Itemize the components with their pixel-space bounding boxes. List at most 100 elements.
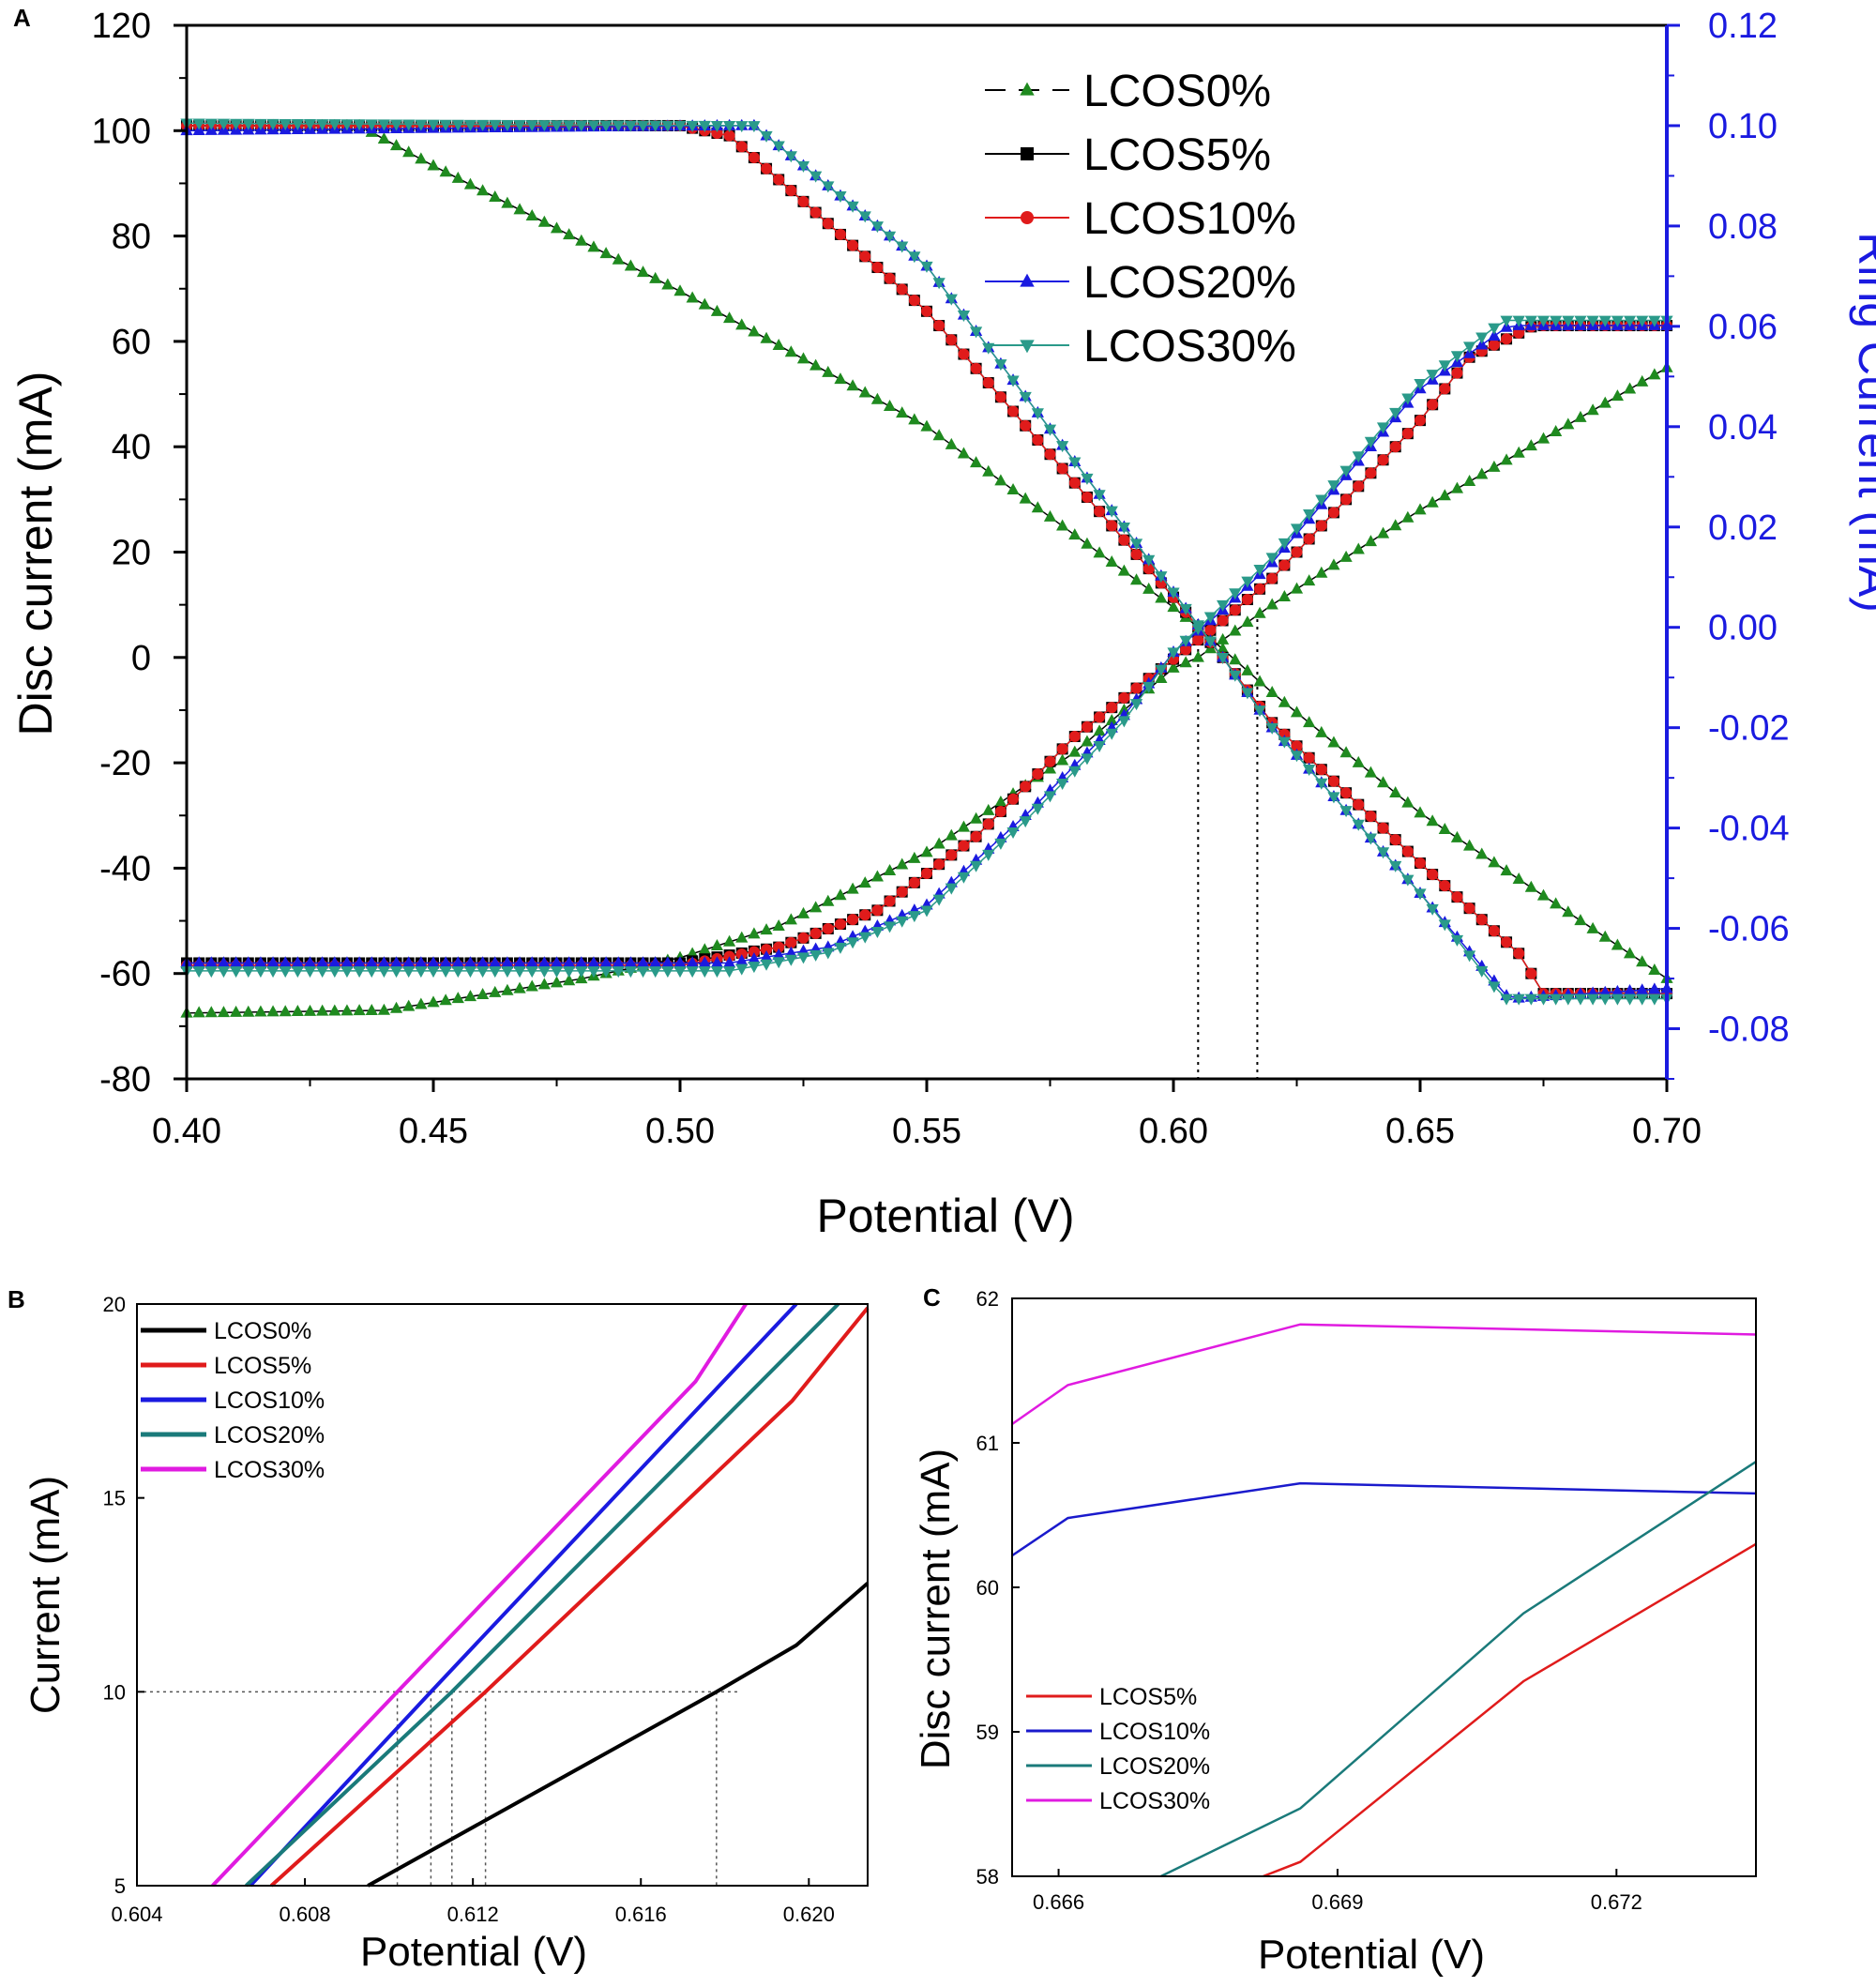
data-point-disc (328, 966, 341, 978)
data-point-disc (673, 956, 687, 968)
data-point-ring (587, 240, 600, 252)
data-point-disc (365, 956, 378, 968)
data-point-disc (735, 954, 749, 966)
data-point-ring (884, 272, 896, 284)
data-point-ring (1044, 448, 1056, 461)
data-point-disc (279, 956, 292, 968)
data-point-disc (1488, 329, 1501, 341)
data-point-disc (612, 966, 625, 978)
data-point-disc (1290, 582, 1304, 594)
data-point-ring (489, 119, 502, 131)
data-point-disc (303, 956, 317, 968)
data-point-disc (1056, 753, 1069, 766)
data-point-ring (636, 120, 650, 132)
data-point-disc (439, 966, 452, 978)
series-line-LCOS20% (1160, 1460, 1757, 1878)
data-point-ring (1019, 492, 1032, 504)
data-point-disc (402, 956, 416, 968)
data-point-ring (1303, 716, 1316, 728)
y2-tick-label: -0.08 (1708, 1010, 1790, 1050)
data-point-disc (291, 966, 304, 978)
data-point-ring (1598, 994, 1611, 1006)
data-point-disc (477, 966, 490, 978)
data-point-ring (340, 119, 354, 131)
y2-tick-label: 0.08 (1708, 207, 1778, 247)
data-point-disc (1524, 439, 1537, 451)
data-point-ring (550, 221, 564, 234)
data-point-disc (846, 937, 859, 949)
data-point-disc (1340, 493, 1353, 506)
data-point-ring (1327, 775, 1339, 787)
data-point-disc (477, 956, 490, 968)
data-point-disc (463, 990, 477, 1002)
data-point-ring (870, 392, 884, 404)
data-point-disc (661, 956, 674, 968)
data-point-ring (1550, 897, 1563, 909)
data-point-disc (698, 943, 711, 955)
data-point-disc (1352, 451, 1365, 463)
data-point-disc (710, 966, 724, 978)
data-point-ring (1648, 994, 1661, 1006)
data-point-disc (1438, 489, 1451, 501)
data-point-disc (1636, 315, 1649, 327)
y2-tick-label: 0.00 (1708, 609, 1778, 648)
data-point-disc (1414, 379, 1427, 391)
data-point-disc (1463, 341, 1476, 354)
data-point-disc (1315, 520, 1327, 532)
data-point-ring (723, 311, 736, 324)
data-point-disc (463, 966, 477, 978)
panel-b-legend: LCOS0% LCOS5% LCOS10% LCOS20% LCOS30% (141, 1318, 325, 1483)
data-point-ring (1007, 405, 1020, 417)
x-tick-label: 0.666 (1033, 1890, 1084, 1914)
data-point-ring (1648, 982, 1661, 994)
data-point-ring (1142, 563, 1155, 575)
data-point-disc (920, 845, 933, 857)
data-point-ring (994, 391, 1006, 403)
data-point-ring (204, 118, 218, 130)
series-line-LCOS5% (269, 1306, 870, 1888)
data-point-ring (1475, 965, 1489, 978)
data-point-ring (1081, 491, 1093, 503)
y-tick-label: 20 (103, 1293, 126, 1316)
data-point-disc (710, 956, 724, 968)
data-point-ring (784, 151, 797, 163)
y-tick-label: 62 (976, 1287, 999, 1311)
data-point-disc (1068, 731, 1081, 743)
data-point-disc (896, 886, 908, 898)
data-point-disc (896, 857, 909, 870)
data-point-ring (1167, 587, 1180, 599)
y-tick-label: -40 (99, 849, 151, 888)
data-point-ring (1438, 823, 1451, 835)
data-point-ring (242, 118, 255, 130)
data-point-ring (970, 456, 983, 468)
data-point-disc (1229, 624, 1242, 636)
data-point-ring (847, 239, 859, 251)
data-point-disc (1364, 535, 1377, 547)
data-point-ring (624, 259, 637, 271)
data-point-ring (710, 304, 724, 316)
data-point-ring (1229, 653, 1242, 665)
data-point-disc (1056, 779, 1069, 791)
data-point-ring (1106, 520, 1118, 532)
data-point-ring (796, 160, 810, 173)
legend-label: LCOS5% (1099, 1684, 1197, 1710)
y-tick-label: 0 (131, 639, 151, 678)
data-point-disc (933, 858, 946, 871)
data-point-disc (563, 966, 576, 978)
data-point-disc (649, 966, 662, 978)
data-point-disc (1315, 494, 1328, 507)
data-point-disc (883, 864, 897, 876)
data-point-disc (859, 909, 871, 921)
data-point-disc (796, 952, 810, 964)
data-point-ring (957, 447, 971, 459)
data-point-ring (1253, 675, 1266, 687)
data-point-disc (1105, 728, 1118, 740)
data-point-disc (463, 956, 477, 968)
data-point-disc (1191, 650, 1204, 662)
data-point-disc (266, 1005, 280, 1017)
data-point-disc (1401, 510, 1415, 523)
data-point-ring (389, 139, 403, 151)
data-point-ring (1068, 528, 1082, 540)
data-point-disc (624, 956, 637, 968)
data-point-ring (908, 295, 920, 307)
